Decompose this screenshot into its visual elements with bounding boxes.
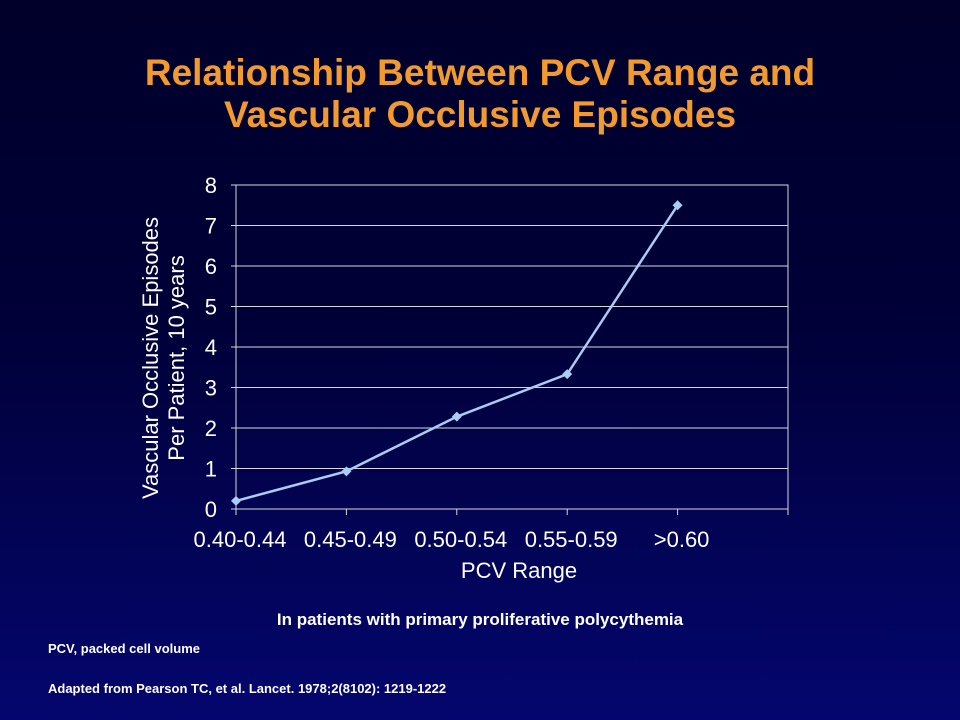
y-tick-label: 3	[205, 376, 217, 401]
y-tick-label: 2	[205, 416, 217, 441]
grid-lines	[231, 184, 789, 515]
data-point-marker	[341, 466, 352, 477]
footnote-source: Adapted from Pearson TC, et al. Lancet. …	[48, 681, 447, 696]
y-axis-label-line-1: Vascular Occlusive Episodes	[138, 217, 163, 499]
x-tick-label: 0.55-0.59	[525, 527, 618, 552]
footnote-abbreviation: PCV, packed cell volume	[48, 641, 200, 656]
slide-title-line-1: Relationship Between PCV Range and	[144, 52, 816, 93]
slide-title-line-2: Vascular Occlusive Episodes	[223, 94, 737, 135]
y-axis-label-line-2: Per Patient, 10 years	[164, 255, 189, 460]
plot-area-border	[235, 184, 789, 510]
data-point-marker	[231, 495, 241, 506]
x-tick-label: 0.50-0.54	[414, 527, 507, 552]
series-line	[235, 204, 679, 503]
y-tick-label: 5	[205, 295, 217, 320]
y-tick-label: 4	[205, 335, 217, 360]
data-point-marker	[672, 200, 683, 211]
x-tick-label: 0.40-0.44	[194, 527, 287, 552]
x-tick-label: 0.45-0.49	[304, 527, 397, 552]
line-chart: 0 1 2 3 4 5 6 7 8 0.40-0.44 0.45-0.49 0.50-0.54 0.5…	[138, 173, 789, 583]
chart-caption: In patients with primary proliferative p…	[276, 610, 684, 629]
x-tick-labels: 0.40-0.44 0.45-0.49 0.50-0.54 0.55-0.59 >0.6…	[194, 527, 710, 552]
y-tick-label: 0	[205, 497, 217, 522]
x-tick-label: >0.60	[654, 527, 710, 552]
y-tick-label: 7	[205, 214, 217, 239]
x-axis-label: PCV Range	[461, 558, 577, 583]
data-points	[231, 200, 683, 506]
slide-title: Relationship Between PCV Range and Vascu…	[40, 52, 920, 136]
y-tick-labels: 0 1 2 3 4 5 6 7 8	[205, 173, 217, 522]
y-tick-label: 6	[205, 254, 217, 279]
y-tick-label: 1	[205, 457, 217, 482]
data-point-marker	[451, 411, 462, 422]
y-tick-label: 8	[205, 173, 217, 198]
data-point-marker	[562, 369, 573, 380]
